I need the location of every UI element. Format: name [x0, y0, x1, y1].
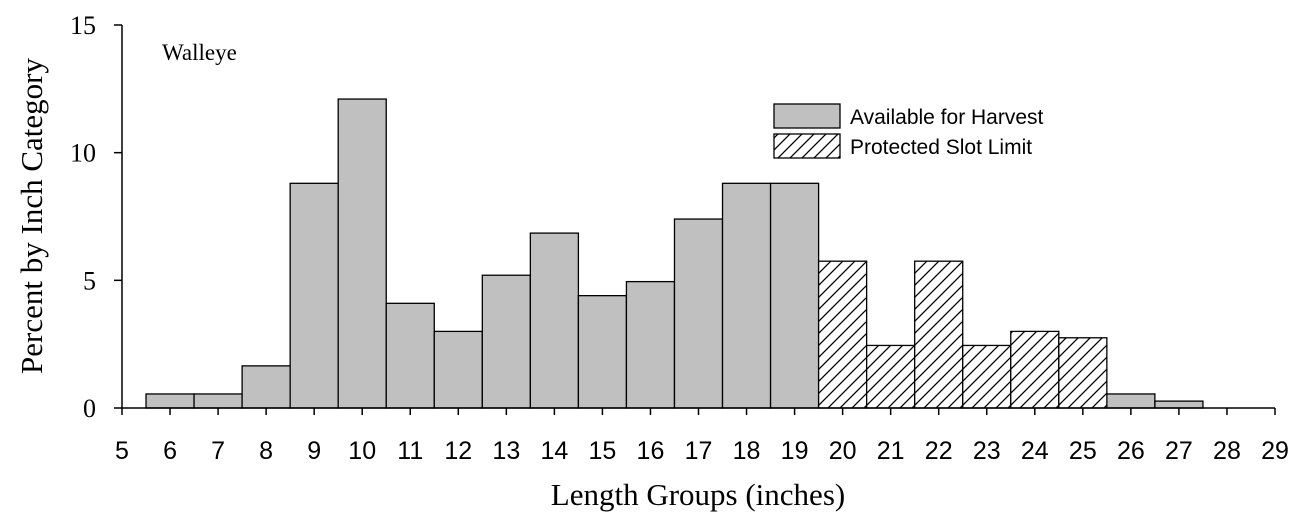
legend-label-slot: Protected Slot Limit [850, 136, 1032, 159]
bar-harvest-13 [481, 274, 532, 409]
x-axis-label: Length Groups (inches) [551, 477, 845, 512]
x-tick-label-18: 18 [733, 437, 761, 465]
bar-slot-23 [962, 344, 1012, 409]
x-tick-label-23: 23 [973, 437, 1001, 465]
bar-harvest-7 [193, 393, 243, 409]
x-tick-label-16: 16 [637, 437, 665, 465]
x-tick-label-17: 17 [685, 437, 713, 465]
x-tick-label-13: 13 [492, 437, 520, 465]
bar-harvest-26 [1106, 393, 1156, 409]
x-tick-label-24: 24 [1021, 437, 1049, 465]
x-tick-label-10: 10 [348, 437, 376, 465]
x-tick-label-20: 20 [829, 437, 857, 465]
legend: Available for Harvest Protected Slot Lim… [773, 103, 1044, 159]
x-tick-label-25: 25 [1069, 437, 1097, 465]
bar-slot-24 [1010, 330, 1060, 409]
x-tick-label-5: 5 [115, 437, 129, 465]
bar-slot-22 [914, 260, 964, 409]
y-tick-label-0: 0 [83, 394, 96, 423]
y-tick-label-5: 5 [83, 266, 96, 295]
bar-harvest-10 [337, 98, 387, 409]
bar-harvest-27 [1154, 400, 1204, 409]
y-tick-label-15: 15 [70, 11, 96, 40]
x-tick-label-15: 15 [589, 437, 617, 465]
y-axis-label: Percent by Inch Category [14, 58, 49, 374]
chart-title: Walleye [162, 40, 237, 65]
x-tick-label-9: 9 [307, 437, 321, 465]
bar-harvest-14 [529, 232, 580, 409]
x-tick-label-7: 7 [211, 437, 225, 465]
bar-slot-25 [1058, 337, 1108, 409]
x-tick-label-12: 12 [444, 437, 472, 465]
bar-harvest-19 [769, 182, 820, 409]
bar-harvest-18 [721, 182, 772, 409]
bar-harvest-15 [577, 295, 628, 409]
bar-harvest-6 [145, 393, 195, 409]
bar-harvest-11 [385, 302, 435, 409]
bar-slot-21 [865, 344, 916, 409]
bar-harvest-12 [433, 330, 483, 409]
bar-harvest-16 [625, 280, 676, 409]
x-tick-label-14: 14 [540, 437, 568, 465]
x-tick-label-26: 26 [1117, 437, 1145, 465]
x-tick-label-6: 6 [163, 437, 177, 465]
x-tick-label-11: 11 [397, 437, 423, 465]
legend-swatch-slot [773, 133, 841, 159]
bar-slot-20 [817, 260, 868, 409]
x-tick-label-28: 28 [1213, 437, 1241, 465]
bar-harvest-8 [241, 365, 291, 409]
x-tick-label-29: 29 [1261, 437, 1289, 465]
x-tick-label-8: 8 [259, 437, 273, 465]
y-tick-label-10: 10 [70, 139, 96, 168]
bar-harvest-17 [673, 218, 724, 409]
bar-harvest-9 [289, 182, 339, 409]
x-tick-label-22: 22 [925, 437, 953, 465]
x-tick-label-19: 19 [781, 437, 809, 465]
x-tick-label-21: 21 [877, 437, 905, 465]
legend-swatch-harvest [773, 103, 841, 129]
legend-label-harvest: Available for Harvest [850, 106, 1044, 129]
x-tick-label-27: 27 [1165, 437, 1193, 465]
